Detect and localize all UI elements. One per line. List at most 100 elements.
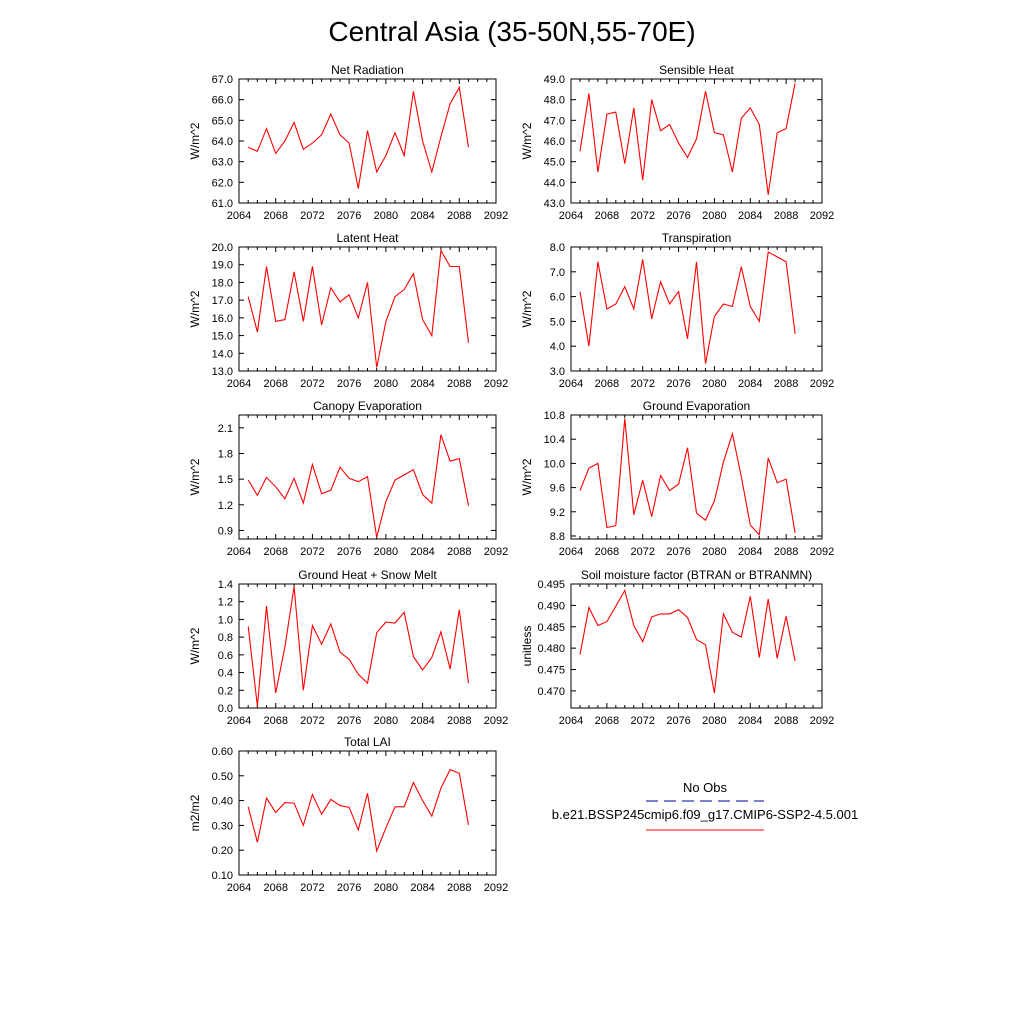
x-tick-label: 2076 bbox=[337, 378, 361, 390]
x-tick-label: 2080 bbox=[702, 715, 726, 727]
y-tick-label: 0.50 bbox=[212, 771, 233, 783]
series-line bbox=[247, 248, 470, 368]
y-tick-label: 43.0 bbox=[544, 198, 565, 210]
x-tick-label: 2064 bbox=[559, 546, 583, 558]
y-tick-label: 1.8 bbox=[218, 448, 233, 460]
chart-panel-9: Total LAI m2/m2 2064 2068 2072 2076 2080 2084 20… bbox=[188, 735, 508, 894]
panel-title: Transpiration bbox=[662, 231, 732, 245]
x-tick-label: 2072 bbox=[630, 210, 654, 222]
y-axis-label: unitless bbox=[520, 626, 534, 667]
y-tick-label: 62.0 bbox=[212, 177, 233, 189]
x-tick-label: 2084 bbox=[410, 882, 434, 894]
y-tick-label: 1.0 bbox=[218, 614, 233, 626]
chart-panel-7: Ground Heat + Snow Melt W/m^2 2064 2068 2072… bbox=[188, 568, 508, 727]
y-tick-label: 44.0 bbox=[544, 177, 565, 189]
x-tick-label: 2076 bbox=[666, 378, 690, 390]
chart-panel-2: Sensible Heat W/m^2 2064 2068 2072 2076 2080 20… bbox=[520, 63, 834, 222]
x-tick-label: 2080 bbox=[702, 378, 726, 390]
y-tick-label: 1.4 bbox=[218, 579, 233, 591]
y-tick-label: 0.495 bbox=[537, 579, 565, 591]
x-tick-label: 2064 bbox=[227, 546, 251, 558]
y-tick-label: 6.0 bbox=[550, 292, 565, 304]
x-tick-label: 2064 bbox=[559, 210, 583, 222]
series-line bbox=[579, 251, 796, 364]
x-tick-label: 2068 bbox=[263, 378, 287, 390]
x-tick-label: 2084 bbox=[410, 210, 434, 222]
x-tick-label: 2076 bbox=[666, 210, 690, 222]
y-tick-label: 9.2 bbox=[550, 507, 565, 519]
x-tick-label: 2076 bbox=[337, 882, 361, 894]
chart-panel-1: Net Radiation W/m^2 2064 2068 2072 2076 2080 20… bbox=[188, 63, 508, 222]
series-line bbox=[247, 85, 470, 189]
legend: No Obs b.e21.BSSP245cmip6.f09_g17.CMIP6-… bbox=[552, 780, 858, 831]
x-tick-label: 2088 bbox=[447, 210, 471, 222]
y-tick-label: 0.60 bbox=[212, 746, 233, 758]
y-axis-label: W/m^2 bbox=[188, 290, 202, 327]
x-tick-label: 2072 bbox=[300, 546, 324, 558]
x-tick-label: 2080 bbox=[374, 715, 398, 727]
x-tick-label: 2088 bbox=[447, 715, 471, 727]
y-tick-label: 0.0 bbox=[218, 703, 233, 715]
x-tick-label: 2072 bbox=[630, 546, 654, 558]
x-tick-label: 2092 bbox=[484, 715, 508, 727]
x-tick-label: 2064 bbox=[227, 882, 251, 894]
y-tick-label: 3.0 bbox=[550, 366, 565, 378]
x-tick-label: 2072 bbox=[300, 378, 324, 390]
x-tick-label: 2076 bbox=[337, 210, 361, 222]
x-tick-label: 2068 bbox=[263, 546, 287, 558]
y-tick-label: 1.5 bbox=[218, 474, 233, 486]
y-tick-label: 1.2 bbox=[218, 500, 233, 512]
x-tick-label: 2092 bbox=[484, 546, 508, 558]
x-tick-label: 2072 bbox=[300, 882, 324, 894]
panels-group: Net Radiation W/m^2 2064 2068 2072 2076 2080 20… bbox=[188, 63, 834, 894]
panel-title: Total LAI bbox=[344, 735, 391, 749]
x-tick-label: 2068 bbox=[263, 210, 287, 222]
y-tick-label: 46.0 bbox=[544, 136, 565, 148]
x-tick-label: 2080 bbox=[374, 882, 398, 894]
y-tick-label: 19.0 bbox=[212, 260, 233, 272]
y-axis-label: m2/m2 bbox=[188, 794, 202, 831]
chart-panel-4: Transpiration W/m^2 2064 2068 2072 2076 2080 20… bbox=[520, 231, 834, 390]
y-tick-label: 5.0 bbox=[550, 316, 565, 328]
y-tick-label: 48.0 bbox=[544, 95, 565, 107]
y-tick-label: 0.9 bbox=[218, 525, 233, 537]
x-tick-label: 2084 bbox=[738, 546, 762, 558]
y-tick-label: 0.30 bbox=[212, 820, 233, 832]
x-tick-label: 2068 bbox=[263, 715, 287, 727]
y-axis-label: W/m^2 bbox=[520, 122, 534, 159]
panel-title: Net Radiation bbox=[331, 63, 404, 77]
y-tick-label: 0.10 bbox=[212, 870, 233, 882]
chart-panel-6: Ground Evaporation W/m^2 2064 2068 2072 2076 2… bbox=[520, 399, 834, 558]
y-tick-label: 0.470 bbox=[537, 686, 565, 698]
y-tick-label: 67.0 bbox=[212, 74, 233, 86]
figure-title: Central Asia (35-50N,55-70E) bbox=[328, 16, 695, 47]
y-tick-label: 16.0 bbox=[212, 313, 233, 325]
plot-frame bbox=[570, 414, 823, 540]
y-tick-label: 0.490 bbox=[537, 600, 565, 612]
y-tick-label: 0.20 bbox=[212, 845, 233, 857]
chart-panel-8: Soil moisture factor (BTRAN or BTRANMN) u… bbox=[520, 568, 834, 727]
plot-frame bbox=[238, 246, 497, 372]
y-axis-label: W/m^2 bbox=[188, 627, 202, 664]
x-tick-label: 2076 bbox=[666, 715, 690, 727]
y-tick-label: 63.0 bbox=[212, 157, 233, 169]
plot-frame bbox=[238, 583, 497, 709]
x-tick-label: 2080 bbox=[374, 546, 398, 558]
y-tick-label: 66.0 bbox=[212, 95, 233, 107]
panel-title: Canopy Evaporation bbox=[313, 399, 422, 413]
y-tick-label: 4.0 bbox=[550, 341, 565, 353]
y-tick-label: 65.0 bbox=[212, 115, 233, 127]
y-tick-label: 0.40 bbox=[212, 796, 233, 808]
x-tick-label: 2084 bbox=[410, 546, 434, 558]
y-tick-label: 20.0 bbox=[212, 242, 233, 254]
x-tick-label: 2072 bbox=[300, 210, 324, 222]
x-tick-label: 2084 bbox=[410, 715, 434, 727]
panel-title: Ground Heat + Snow Melt bbox=[298, 568, 437, 582]
x-tick-label: 2088 bbox=[447, 378, 471, 390]
x-tick-label: 2068 bbox=[263, 882, 287, 894]
series-line bbox=[247, 768, 470, 853]
plot-frame bbox=[238, 750, 497, 876]
x-tick-label: 2092 bbox=[810, 546, 834, 558]
x-tick-label: 2088 bbox=[447, 882, 471, 894]
